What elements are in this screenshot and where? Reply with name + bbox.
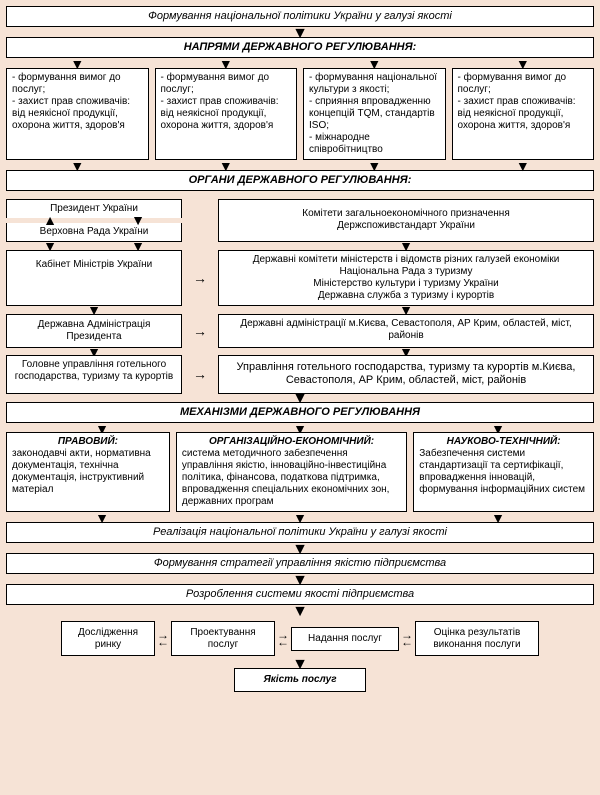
arrow-down-icon: ▼ bbox=[204, 516, 396, 522]
gov-ministries: Державні комітети міністерств і відомств… bbox=[218, 250, 594, 306]
gov-admin-pres: Державна Адміністрація Президента bbox=[6, 314, 182, 348]
arrow-right-icon: → bbox=[188, 314, 212, 348]
direction-box: - формування національної культури з яко… bbox=[303, 68, 446, 160]
arrow-down-icon: ▼ bbox=[402, 516, 594, 522]
direction-box: - формування вимог до послуг; - захист п… bbox=[452, 68, 595, 160]
mech-body: законодавчі акти, нормативна документаці… bbox=[12, 448, 164, 496]
gov-rada: Верховна Рада України bbox=[6, 223, 182, 242]
gov-main-dept: Головне управління готельного господарст… bbox=[6, 355, 182, 393]
mech-box: ПРАВОВИЙ: законодавчі акти, нормативна д… bbox=[6, 432, 170, 512]
mech-body: система методичного забезпечення управлі… bbox=[182, 448, 401, 508]
process-box: Надання послуг bbox=[291, 627, 399, 651]
gov-cabinet: Кабінет Міністрів України bbox=[6, 250, 182, 306]
process-box: Проектування послуг bbox=[171, 621, 275, 656]
process-box: Дослідження ринку bbox=[61, 621, 155, 656]
direction-box: - формування вимог до послуг; - захист п… bbox=[6, 68, 149, 160]
mech-body: Забезпечення системи стандартизації та с… bbox=[419, 448, 588, 496]
bi-arrow-icon: →← bbox=[401, 632, 413, 645]
quality-box: Якість послуг bbox=[234, 668, 365, 692]
gov-committees: Комітети загальноекономічного призначенн… bbox=[218, 199, 594, 243]
arrow-right-icon: → bbox=[188, 250, 212, 306]
gov-president: Президент України bbox=[6, 199, 182, 218]
process-box: Оцінка результатів виконання послуги bbox=[415, 621, 539, 656]
top-title: Формування національної політики України… bbox=[6, 6, 594, 27]
gov-hotel-mgmt: Управління готельного господарства, тури… bbox=[218, 355, 594, 393]
gov-admins: Державні адміністрації м.Києва, Севастоп… bbox=[218, 314, 594, 348]
direction-box: - формування вимог до послуг; - захист п… bbox=[155, 68, 298, 160]
process-row: Дослідження ринку →← Проектування послуг… bbox=[26, 621, 574, 656]
mech-box: НАУКОВО-ТЕХНІЧНИЙ: Забезпечення системи … bbox=[413, 432, 594, 512]
arrow-right-icon: → bbox=[188, 355, 212, 393]
arrow-down-icon: ▼ bbox=[6, 164, 149, 170]
mech-title: ПРАВОВИЙ: bbox=[12, 436, 164, 448]
mech-title: ОРГАНІЗАЦІЙНО-ЕКОНОМІЧНИЙ: bbox=[182, 436, 401, 448]
arrow-down-icon: ▼ bbox=[452, 164, 595, 170]
bi-arrow-icon: →← bbox=[277, 632, 289, 645]
arrow-down-icon: ▼ bbox=[155, 164, 298, 170]
arrow-down-icon: ▼ bbox=[6, 608, 594, 616]
bi-arrow-icon: →← bbox=[157, 632, 169, 645]
gov-header: ОРГАНИ ДЕРЖАВНОГО РЕГУЛЮВАННЯ: bbox=[6, 170, 594, 191]
strategy-box: Формування стратегії управління якістю п… bbox=[6, 553, 594, 574]
mech-title: НАУКОВО-ТЕХНІЧНИЙ: bbox=[419, 436, 588, 448]
system-box: Розроблення системи якості підприємства bbox=[6, 584, 594, 605]
mech-box: ОРГАНІЗАЦІЙНО-ЕКОНОМІЧНИЙ: система метод… bbox=[176, 432, 407, 512]
arrow-down-icon: ▼ bbox=[6, 516, 198, 522]
directions-header: НАПРЯМИ ДЕРЖАВНОГО РЕГУЛЮВАННЯ: bbox=[6, 37, 594, 58]
arrow-down-icon: ▼ bbox=[303, 164, 446, 170]
